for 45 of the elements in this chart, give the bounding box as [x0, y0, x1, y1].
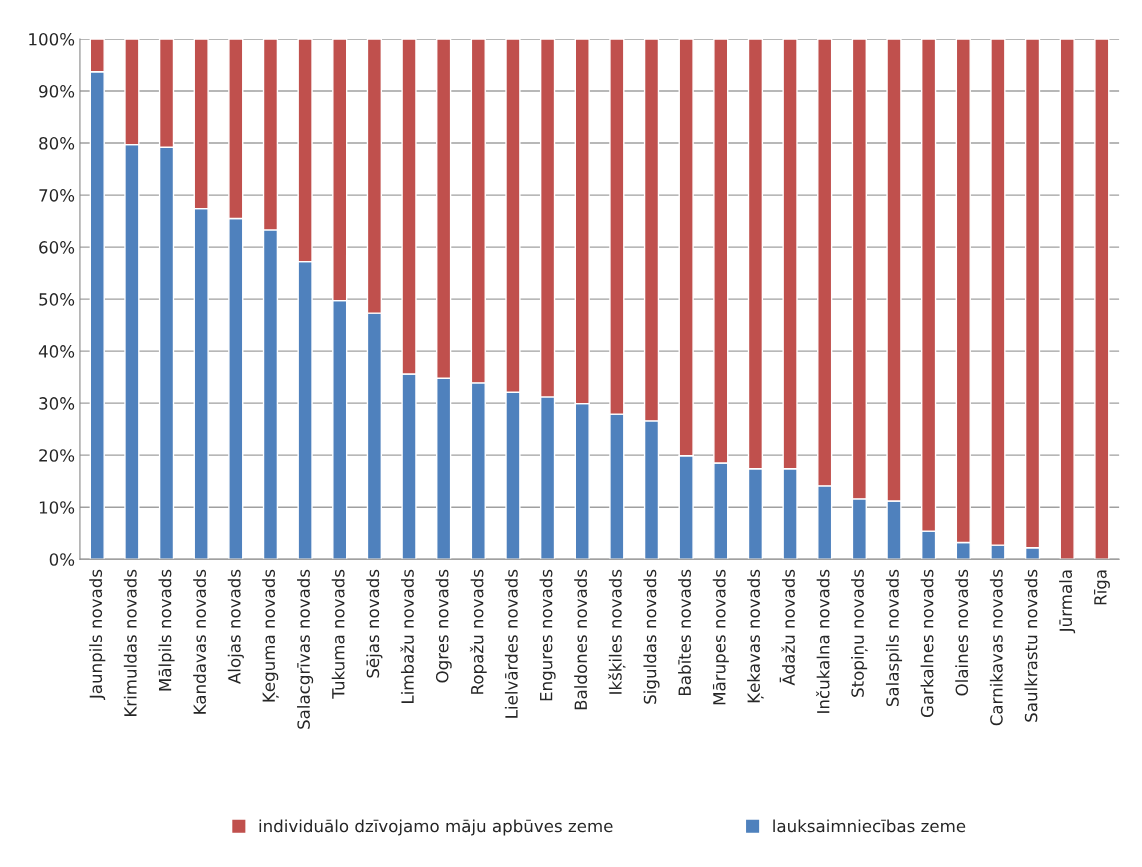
bar — [1094, 39, 1110, 560]
x-tick-label: Inčukalna novads — [815, 569, 830, 713]
x-tick-label: Baldones novads — [574, 569, 588, 710]
bar — [1059, 39, 1075, 560]
x-tick-label: Kandavas novads — [193, 569, 207, 714]
x-tick-label: Alojas novads — [227, 569, 244, 684]
x-tick-label: Ķeguma novads — [262, 569, 279, 702]
x-tick-label: Jūrmala — [1059, 570, 1076, 634]
x-tick-label: Ikšķiles novads — [608, 569, 626, 694]
y-tick-label: 70% — [39, 189, 75, 202]
x-tick-label: Limbažu novads — [400, 569, 414, 703]
y-tick-label: 10% — [39, 501, 75, 514]
y-tick-label: 40% — [38, 345, 75, 358]
legend-label: lauksaimniecības zeme — [773, 819, 966, 833]
x-tick-label: Garkalnes novads — [920, 569, 934, 718]
x-tick-label: Ogres novads — [435, 569, 452, 683]
y-tick-label: 20% — [39, 449, 75, 462]
x-tick-label: Mārupes novads — [712, 569, 729, 705]
x-tick-label: Siguldas novads — [643, 569, 660, 704]
x-tick-label: Olaines novads — [955, 569, 969, 696]
x-tick-label: Rīga — [1094, 570, 1110, 605]
x-tick-label: Sējas novads — [366, 569, 383, 678]
x-tick-label: Carnikavas novads — [989, 569, 1003, 726]
x-tick-label: Lielvārdes novads — [504, 569, 518, 718]
x-tick-label: Babītes novads — [678, 569, 691, 696]
x-tick-label: Engures novads — [539, 569, 556, 701]
x-tick-label: Ķekavas novads — [747, 569, 764, 703]
x-tick-label: Ropažu novads — [469, 569, 487, 694]
y-tick-label: 60% — [39, 241, 75, 254]
x-tick-label: Stopiņu novads — [851, 569, 868, 697]
x-tick-label: Tukuma novads — [331, 569, 345, 699]
y-tick-label: 80% — [39, 137, 75, 150]
y-tick-label: 50% — [39, 293, 75, 306]
y-tick-label: 90% — [39, 85, 75, 98]
y-tick-label: 100% — [29, 32, 75, 46]
y-tick-label: 30% — [39, 397, 75, 410]
x-tick-label: Jaunpils novads — [89, 569, 106, 700]
x-tick-label: Salacgrīvas novads — [297, 569, 314, 729]
x-tick-label: Mālpils novads — [158, 569, 175, 691]
x-tick-label: Salaspils novads — [885, 569, 903, 707]
x-tick-label: Krimuldas novads — [123, 569, 137, 717]
x-tick-label: Ādažu novads — [779, 569, 795, 686]
legend-label: individuālo dzīvojamo māju apbūves zeme — [259, 819, 613, 836]
x-tick-label: Saulkrastu novads — [1024, 569, 1038, 722]
y-tick-label: 0% — [49, 553, 75, 566]
